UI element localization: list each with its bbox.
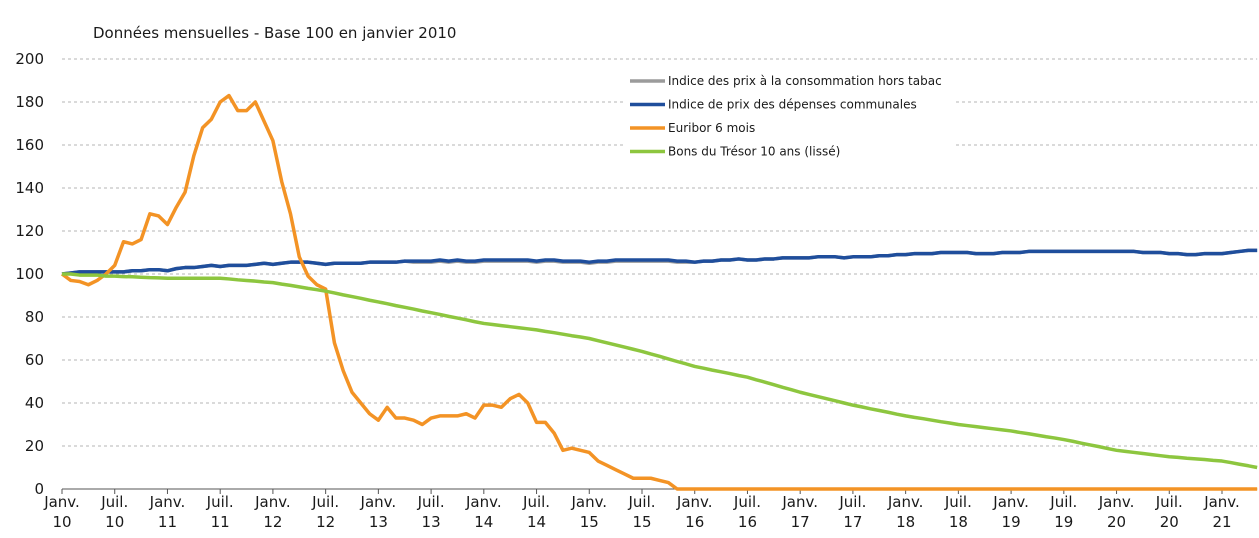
x-tick-label: Janv. 18 — [887, 493, 924, 531]
y-tick-label: 200 — [15, 50, 44, 68]
legend-label: Euribor 6 mois — [668, 121, 755, 135]
legend-label: Indice de prix des dépenses communales — [668, 98, 917, 112]
x-tick-label: Janv. 15 — [570, 493, 607, 531]
x-tick-label: Janv. 16 — [676, 493, 713, 531]
x-tick-label: Janv. 10 — [43, 493, 80, 531]
x-tick-label: Janv. 12 — [254, 493, 291, 531]
legend-label: Indice des prix à la consommation hors t… — [668, 74, 942, 88]
y-tick-label: 120 — [15, 222, 44, 240]
x-tick-label: Janv. 11 — [149, 493, 186, 531]
x-tick-label: Janv. 17 — [781, 493, 818, 531]
x-tick-label: Juil. 19 — [1049, 493, 1077, 531]
x-tick-label: Juil. 17 — [838, 493, 866, 531]
y-tick-label: 160 — [15, 136, 44, 154]
series-line — [60, 93, 1258, 491]
x-tick-label: Juil. 15 — [627, 493, 655, 531]
x-tick-label: Juil. 10 — [100, 493, 128, 531]
series-line — [62, 272, 1258, 470]
legend-box — [626, 70, 956, 170]
chart-title: Données mensuelles - Base 100 en janvier… — [93, 24, 456, 42]
y-tick-label: 80 — [25, 308, 44, 326]
y-tick-label: 100 — [15, 265, 44, 283]
x-tick-label: Juil. 18 — [944, 493, 972, 531]
y-tick-label: 180 — [15, 93, 44, 111]
x-tick-label: Janv. 14 — [465, 493, 502, 531]
x-tick-label: Juil. 13 — [417, 493, 445, 531]
x-tick-label: Janv. 20 — [1098, 493, 1135, 531]
x-tick-label: Janv. 21 — [1203, 493, 1240, 531]
x-tick-label: Juil. 14 — [522, 493, 550, 531]
y-tick-label: 40 — [25, 394, 44, 412]
x-tick-label: Juil. 12 — [311, 493, 339, 531]
legend-label: Bons du Trésor 10 ans (lissé) — [668, 145, 840, 159]
y-tick-label: 60 — [25, 351, 44, 369]
x-tick-label: Juil. 11 — [206, 493, 234, 531]
series-line — [61, 248, 1258, 276]
y-tick-label: 0 — [34, 480, 44, 498]
y-tick-label: 140 — [15, 179, 44, 197]
x-tick-label: Juil. 16 — [733, 493, 761, 531]
x-tick-label: Juil. 20 — [1155, 493, 1183, 531]
y-tick-label: 20 — [25, 437, 44, 455]
x-tick-label: Janv. 19 — [992, 493, 1029, 531]
x-tick-label: Janv. 13 — [360, 493, 397, 531]
series-line — [61, 248, 1258, 276]
